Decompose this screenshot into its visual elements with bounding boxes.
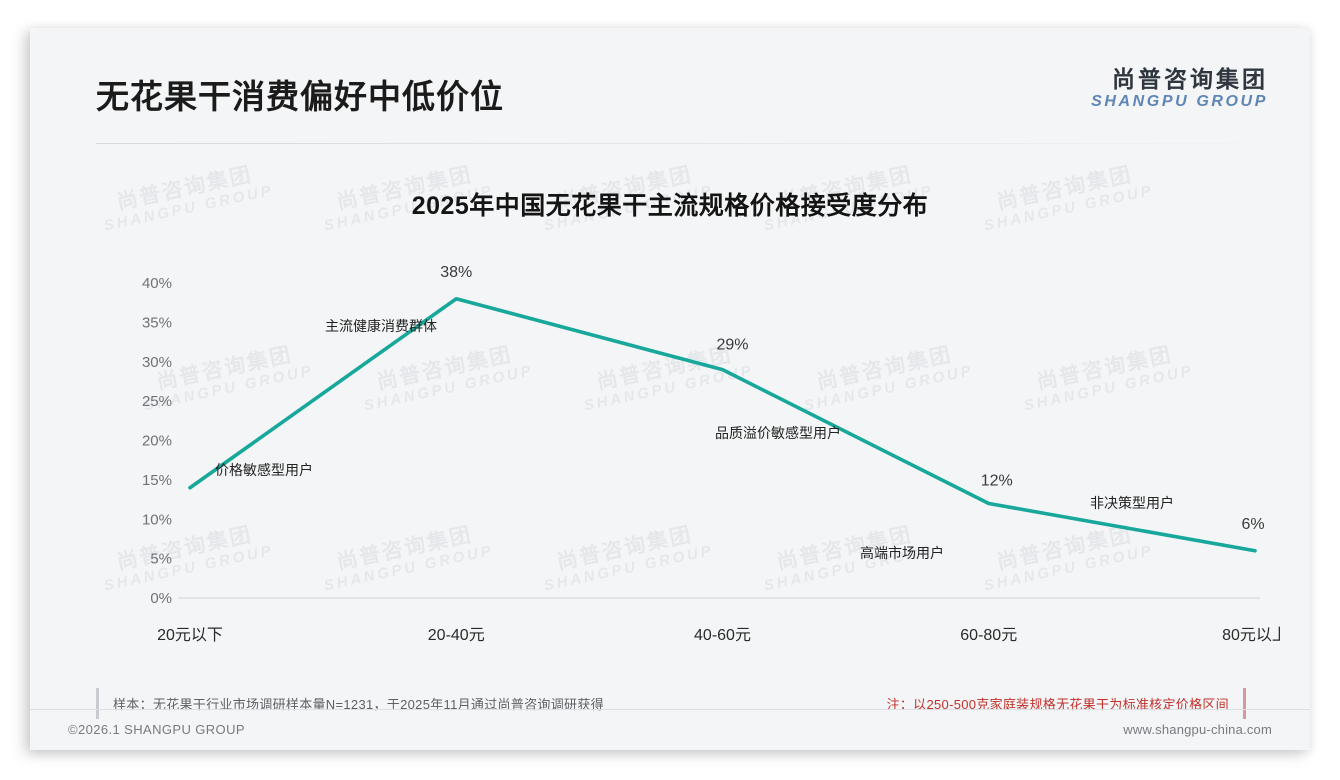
point-annotation: 非决策型用户 xyxy=(1090,495,1174,511)
sample-note: 样本：无花果干行业市场调研样本量N=1231，于2025年11月通过尚普咨询调研… xyxy=(96,688,616,719)
y-axis-tick-label: 30% xyxy=(142,354,172,371)
data-value-label: 38% xyxy=(440,264,472,281)
y-axis-tick-label: 25% xyxy=(142,393,172,410)
y-axis-tick-label: 10% xyxy=(142,511,172,528)
x-axis-tick-label: 40-60元 xyxy=(694,627,751,644)
point-annotation: 价格敏感型用户 xyxy=(215,462,313,478)
x-axis-tick-label: 20-40元 xyxy=(428,627,485,644)
data-value-labels: 38% 29% 12% 6% xyxy=(440,264,1264,533)
point-annotation: 高端市场用户 xyxy=(860,545,944,561)
point-annotation: 品质溢价敏感型用户 xyxy=(715,425,841,441)
line-chart: 0% 5% 10% 15% 20% 25% 30% 35% 40% 20元以下 20-40元 40-… xyxy=(80,243,1280,663)
data-value-label: 29% xyxy=(716,337,748,354)
x-axis: 20元以下 20-40元 40-60元 60-80元 80元以上 xyxy=(157,626,1280,644)
data-value-label: 12% xyxy=(981,473,1013,490)
page-title: 无花果干消费偏好中低价位 xyxy=(96,78,504,115)
y-axis: 0% 5% 10% 15% 20% 25% 30% 35% 40% xyxy=(142,275,172,607)
chart-svg: 0% 5% 10% 15% 20% 25% 30% 35% 40% 20元以下 20-40元 40-… xyxy=(142,264,1280,644)
y-axis-tick-label: 20% xyxy=(142,433,172,450)
point-annotation: 主流健康消费群体 xyxy=(325,318,437,334)
y-axis-tick-label: 35% xyxy=(142,314,172,331)
series-line xyxy=(188,296,1257,553)
copyright-text: ©2026.1 SHANGPU GROUP xyxy=(68,722,245,737)
x-axis-tick-label: 60-80元 xyxy=(960,627,1017,644)
standard-note: 注：以250-500克家庭装规格无花果干为标准核定价格区间 xyxy=(875,688,1246,719)
footer-divider xyxy=(30,709,1310,710)
y-axis-tick-label: 40% xyxy=(142,275,172,292)
brand-name-cn: 尚普咨询集团 xyxy=(1112,66,1268,92)
x-axis-tick-label: 80元以上 xyxy=(1222,626,1280,644)
x-axis-tick-label: 20元以下 xyxy=(157,627,223,644)
chart-title: 2025年中国无花果干主流规格价格接受度分布 xyxy=(411,192,929,220)
slide-header: 无花果干消费偏好中低价位 尚普咨询集团 SHANGPU GROUP xyxy=(30,28,1310,120)
brand-logo: 尚普咨询集团 SHANGPU GROUP xyxy=(1091,66,1268,112)
y-axis-tick-label: 15% xyxy=(142,472,172,489)
data-value-label: 6% xyxy=(1241,516,1264,533)
y-axis-tick-label: 5% xyxy=(150,551,172,568)
slide-canvas: 尚普咨询集团 SHANGPU GROUP 尚普咨询集团 SHANGPU GROUP 尚普… xyxy=(30,28,1310,750)
slide-footer: ©2026.1 SHANGPU GROUP www.shangpu-china.… xyxy=(30,710,1310,750)
y-axis-tick-label: 0% xyxy=(150,590,172,607)
data-line-series xyxy=(188,296,1257,553)
notes-row: 样本：无花果干行业市场调研样本量N=1231，于2025年11月通过尚普咨询调研… xyxy=(96,688,1246,726)
header-divider xyxy=(96,143,1246,144)
website-link[interactable]: www.shangpu-china.com xyxy=(1123,722,1272,737)
brand-name-en: SHANGPU GROUP xyxy=(1091,93,1268,111)
